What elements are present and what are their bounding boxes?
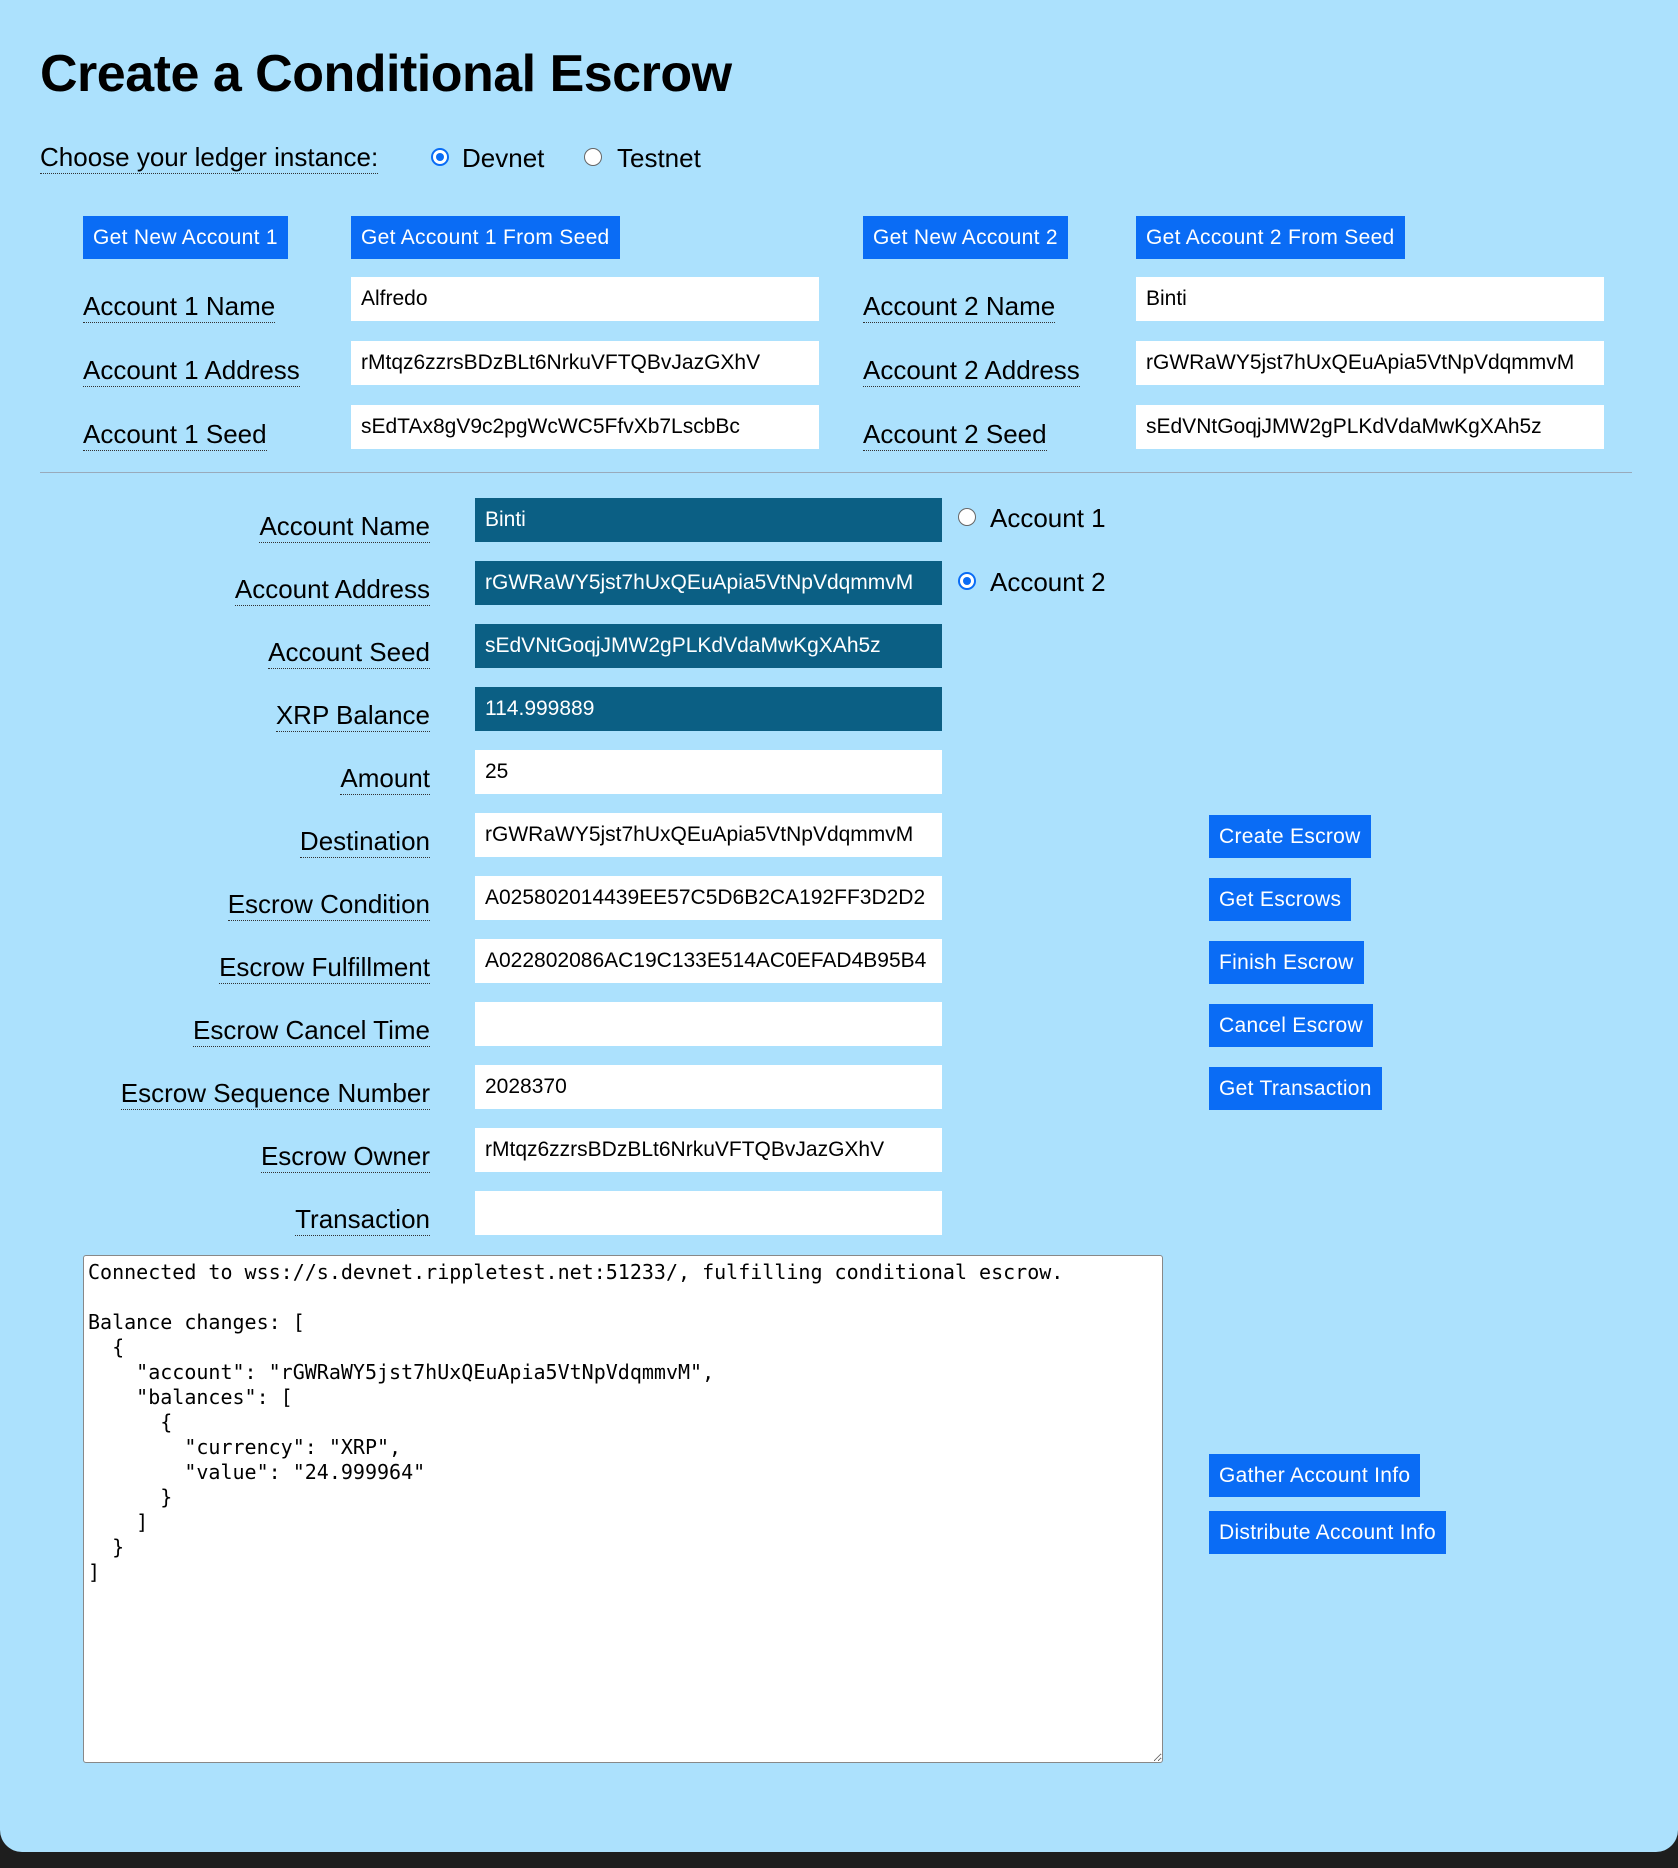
get-account-2-from-seed-button[interactable]: Get Account 2 From Seed	[1136, 216, 1405, 259]
radio-account-1-label: Account 1	[990, 503, 1106, 533]
account-1-address-input[interactable]: rMtqz6zzrsBDzBLt6NrkuVFTQBvJazGXhV	[351, 341, 819, 385]
destination-label: Destination	[299, 826, 430, 858]
get-escrows-button[interactable]: Get Escrows	[1209, 878, 1352, 921]
account-name-label: Account Name	[259, 511, 430, 543]
account-1-seed-label: Account 1 Seed	[83, 419, 267, 451]
escrow-fulfillment-input[interactable]: A022802086AC19C133E514AC0EFAD4B95B4	[475, 939, 942, 983]
account-2-address-input[interactable]: rGWRaWY5jst7hUxQEuApia5VtNpVdqmmvM	[1136, 341, 1604, 385]
xrp-balance-input: 114.999889	[475, 687, 942, 731]
radio-account-1[interactable]	[958, 508, 976, 526]
gather-account-info-button[interactable]: Gather Account Info	[1209, 1454, 1421, 1497]
get-account-1-from-seed-button[interactable]: Get Account 1 From Seed	[351, 216, 620, 259]
account-seed-label: Account Seed	[268, 637, 430, 669]
radio-testnet[interactable]	[584, 148, 602, 166]
account-1-seed-input[interactable]: sEdTAx8gV9c2pgWcWC5FfvXb7LscbBc	[351, 405, 819, 449]
account-2-seed-label: Account 2 Seed	[863, 419, 1047, 451]
account-1-name-label: Account 1 Name	[83, 291, 276, 323]
escrow-owner-input[interactable]: rMtqz6zzrsBDzBLt6NrkuVFTQBvJazGXhV	[475, 1128, 942, 1172]
account-2-seed-input[interactable]: sEdVNtGoqjJMW2gPLKdVdaMwKgXAh5z	[1136, 405, 1604, 449]
cancel-escrow-button[interactable]: Cancel Escrow	[1209, 1004, 1373, 1047]
account-1-name-input[interactable]: Alfredo	[351, 277, 819, 321]
account-1-address-label: Account 1 Address	[83, 355, 300, 387]
ledger-label: Choose your ledger instance:	[40, 142, 379, 174]
radio-devnet-label: Devnet	[462, 143, 545, 173]
escrow-sequence-number-label: Escrow Sequence Number	[120, 1078, 430, 1110]
page-title: Create a Conditional Escrow	[40, 45, 732, 103]
radio-account-2-label: Account 2	[990, 567, 1106, 597]
finish-escrow-button[interactable]: Finish Escrow	[1209, 941, 1364, 984]
account-2-name-input[interactable]: Binti	[1136, 277, 1604, 321]
get-transaction-button[interactable]: Get Transaction	[1209, 1067, 1382, 1110]
radio-devnet[interactable]	[431, 148, 449, 166]
xrp-balance-label: XRP Balance	[275, 700, 430, 732]
radio-account-2[interactable]	[958, 572, 976, 590]
divider	[40, 472, 1632, 473]
escrow-cancel-time-input[interactable]	[475, 1002, 942, 1046]
account-name-input: Binti	[475, 498, 942, 542]
escrow-condition-label: Escrow Condition	[227, 889, 430, 921]
escrow-condition-input[interactable]: A025802014439EE57C5D6B2CA192FF3D2D2	[475, 876, 942, 920]
account-address-label: Account Address	[234, 574, 430, 606]
transaction-input[interactable]	[475, 1191, 942, 1235]
results-textarea[interactable]: Connected to wss://s.devnet.rippletest.n…	[83, 1255, 1163, 1763]
get-new-account-2-button[interactable]: Get New Account 2	[863, 216, 1068, 259]
get-new-account-1-button[interactable]: Get New Account 1	[83, 216, 288, 259]
escrow-sequence-number-input[interactable]: 2028370	[475, 1065, 942, 1109]
escrow-owner-label: Escrow Owner	[260, 1141, 430, 1173]
radio-testnet-label: Testnet	[617, 143, 701, 173]
escrow-cancel-time-label: Escrow Cancel Time	[193, 1015, 430, 1047]
account-address-input: rGWRaWY5jst7hUxQEuApia5VtNpVdqmmvM	[475, 561, 942, 605]
destination-input[interactable]: rGWRaWY5jst7hUxQEuApia5VtNpVdqmmvM	[475, 813, 942, 857]
account-2-address-label: Account 2 Address	[863, 355, 1080, 387]
amount-input[interactable]: 25	[475, 750, 942, 794]
escrow-fulfillment-label: Escrow Fulfillment	[219, 952, 430, 984]
create-escrow-button[interactable]: Create Escrow	[1209, 815, 1371, 858]
account-seed-input: sEdVNtGoqjJMW2gPLKdVdaMwKgXAh5z	[475, 624, 942, 668]
transaction-label: Transaction	[295, 1204, 430, 1236]
distribute-account-info-button[interactable]: Distribute Account Info	[1209, 1511, 1447, 1554]
amount-label: Amount	[340, 763, 430, 795]
account-2-name-label: Account 2 Name	[863, 291, 1056, 323]
